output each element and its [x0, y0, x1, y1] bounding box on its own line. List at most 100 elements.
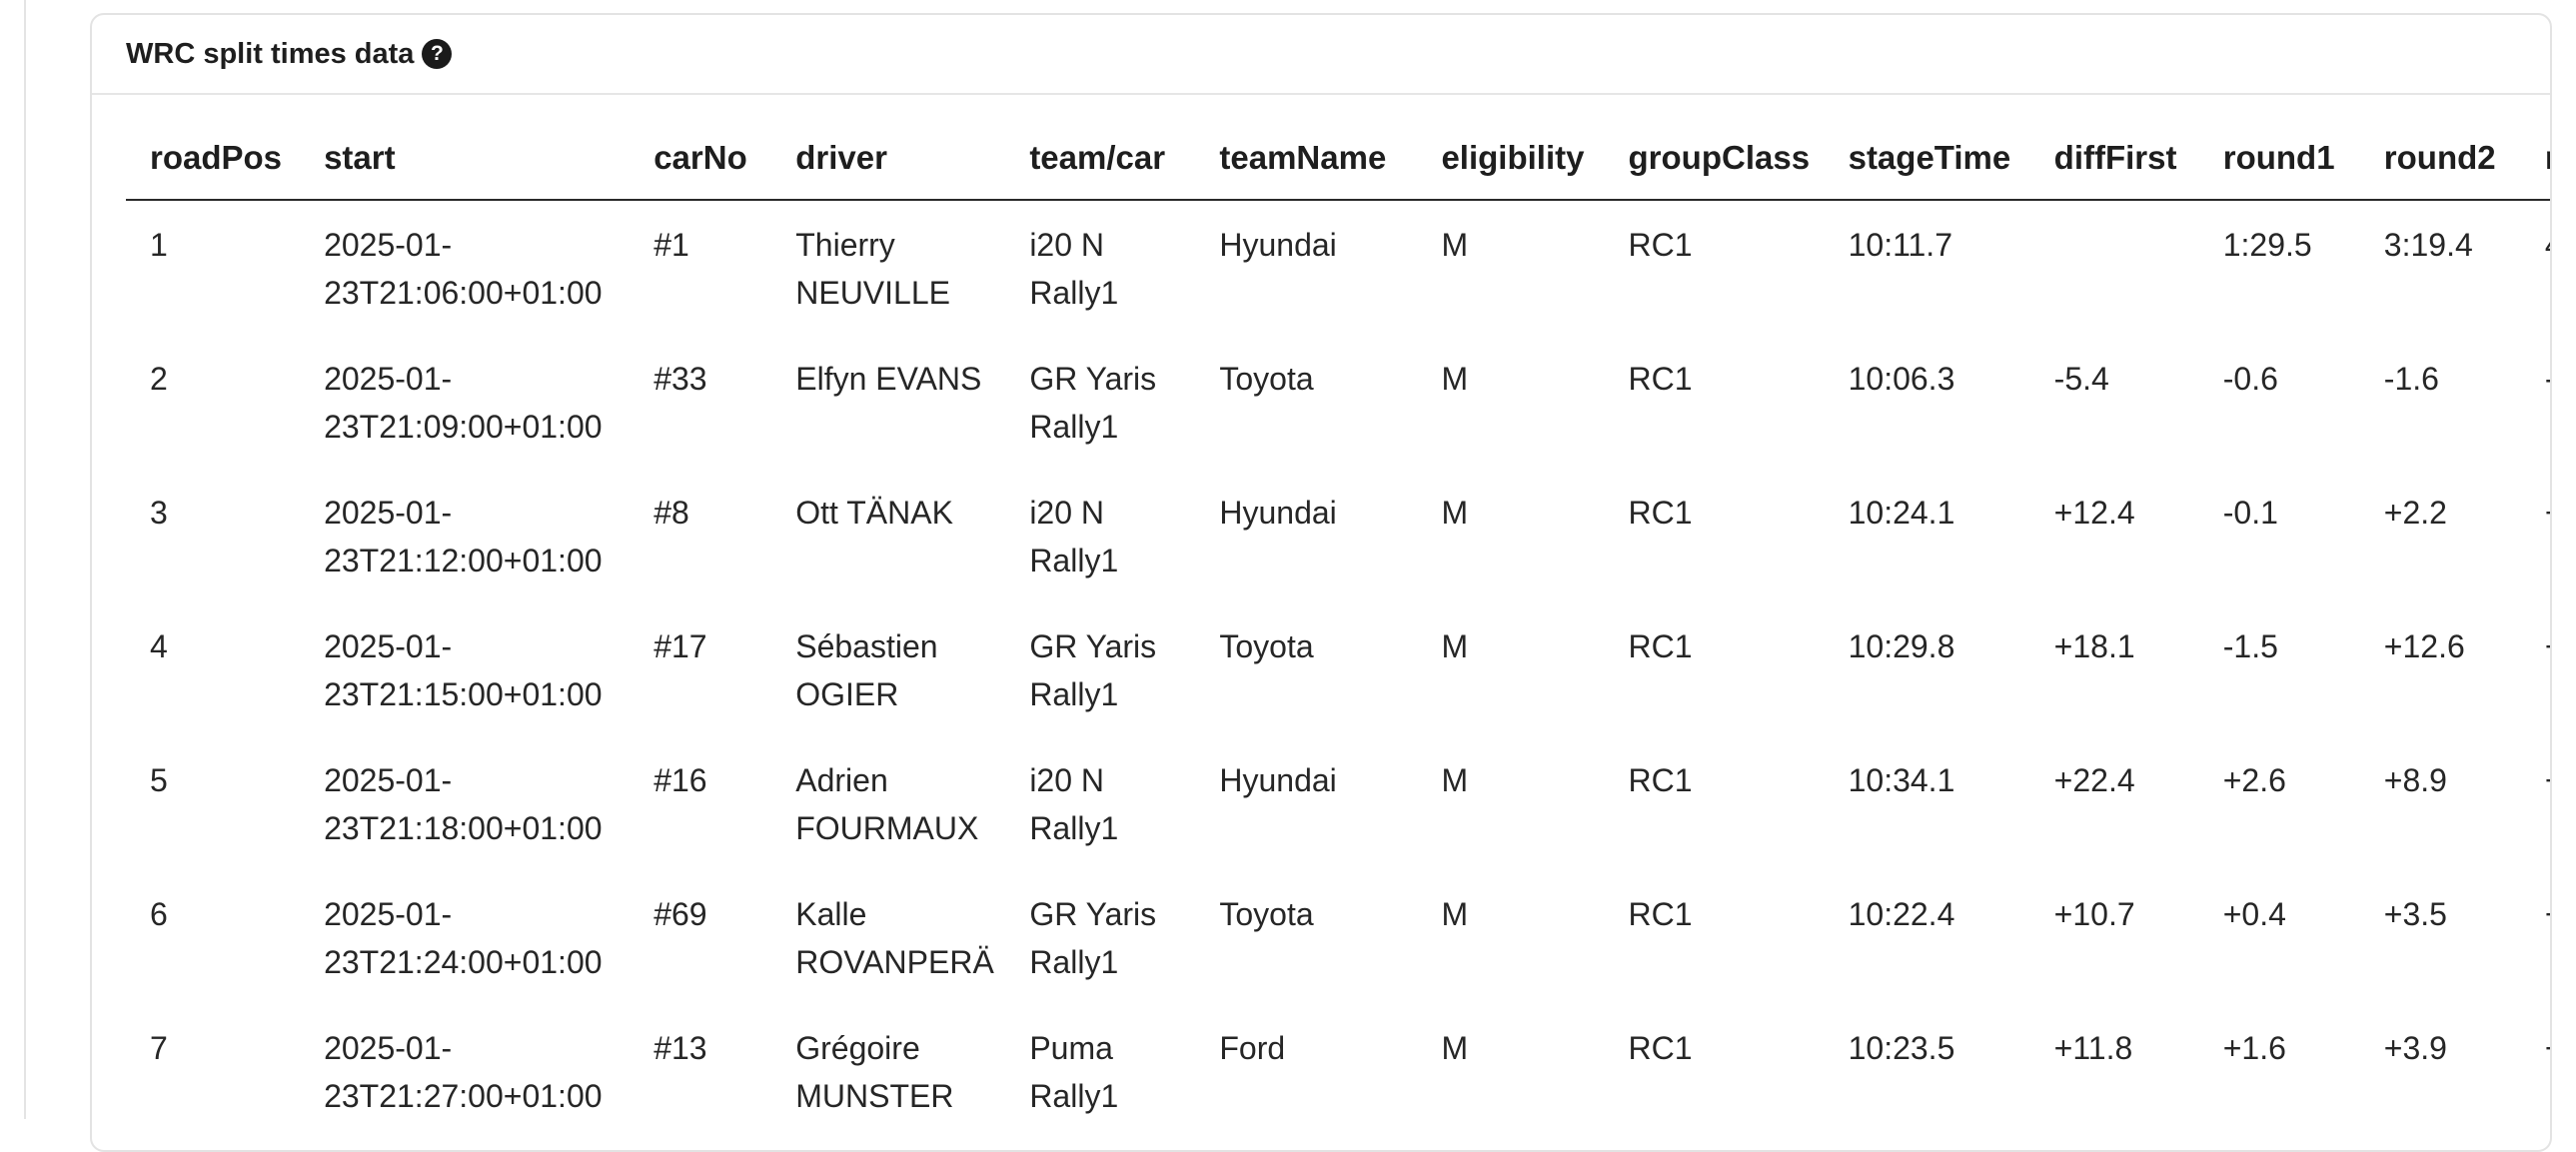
table-row: 3 2025-01- 23T21:12:00+01:00 #8 Ott TÄNAK i20…: [126, 469, 2550, 602]
team-name-cell: Hyundai: [1219, 762, 1337, 798]
eligibility-cell: M: [1441, 896, 1469, 932]
eligibility-cell: M: [1441, 495, 1469, 531]
column-header-round2[interactable]: round2: [2359, 139, 2521, 201]
table-header-row: roadPos start carNo driver team/car teamName e…: [126, 139, 2550, 201]
car-no-cell: #16: [653, 762, 707, 798]
column-header-team-car[interactable]: team/car: [1005, 139, 1196, 201]
table-row: 1 2025-01- 23T21:06:00+01:00 #1 Thierry NEUVI…: [126, 200, 2550, 335]
round3-cell: +: [2521, 469, 2550, 602]
split-times-panel: WRC split times data ?: [90, 13, 2552, 1152]
road-pos-cell: 1: [150, 227, 168, 263]
group-class-cell: RC1: [1628, 628, 1693, 664]
team-car-cell: GR Yaris Rally1: [1005, 335, 1195, 469]
driver-cell-line: Sébastien: [795, 628, 938, 664]
table-row: 7 2025-01- 23T21:27:00+01:00 #13 Grégoire MUN…: [126, 1004, 2550, 1138]
round1-cell: -0.6: [2222, 361, 2278, 397]
diff-first-cell: +22.4: [2053, 762, 2135, 798]
column-header-round3[interactable]: round3: [2520, 139, 2550, 201]
round1-cell: -1.5: [2222, 628, 2278, 664]
column-header-round1[interactable]: round1: [2198, 139, 2360, 201]
driver-cell-line: Elfyn EVANS: [795, 361, 982, 397]
start-cell-line: 2025-01-: [324, 1030, 453, 1066]
column-header-stagetime[interactable]: stageTime: [1824, 139, 2030, 201]
team-car-cell-line: GR Yaris: [1029, 361, 1157, 397]
team-car-cell-line: i20 N: [1029, 227, 1105, 263]
round3-cell: +: [2521, 602, 2550, 736]
column-header-difffirst[interactable]: diffFirst: [2029, 139, 2199, 201]
start-cell-line: 2025-01-: [324, 896, 453, 932]
panel-header: WRC split times data ?: [92, 15, 2550, 95]
column-header-roadpos[interactable]: roadPos: [126, 139, 301, 201]
car-no-cell: #17: [653, 628, 707, 664]
eligibility-cell: M: [1441, 361, 1469, 397]
round2-cell: +2.2: [2383, 495, 2447, 531]
team-car-cell-line: i20 N: [1029, 495, 1105, 531]
car-no-cell: #33: [653, 361, 707, 397]
round1-cell: +1.6: [2222, 1030, 2286, 1066]
start-cell-line: 23T21:06:00+01:00: [324, 275, 603, 311]
page-frame: WRC split times data ?: [24, 0, 2576, 1152]
round3-cell: +: [2521, 1004, 2550, 1138]
eligibility-cell: M: [1441, 628, 1469, 664]
column-header-eligibility[interactable]: eligibility: [1417, 139, 1605, 201]
stage-time-cell: 10:34.1: [1848, 762, 1955, 798]
start-cell: 2025-01- 23T21:09:00+01:00: [300, 335, 630, 469]
driver-cell: Sébastien OGIER: [771, 602, 1005, 736]
table-row: 2 2025-01- 23T21:09:00+01:00 #33 Elfyn EVANS…: [126, 335, 2550, 469]
driver-cell-line: ROVANPERÄ: [795, 944, 994, 980]
team-car-cell-line: i20 N: [1029, 762, 1105, 798]
start-cell: 2025-01- 23T21:18:00+01:00: [300, 736, 630, 870]
eligibility-cell: M: [1441, 227, 1469, 263]
driver-cell: Thierry NEUVILLE: [771, 200, 1005, 335]
start-cell-line: 23T21:24:00+01:00: [324, 944, 603, 980]
column-header-groupclass[interactable]: groupClass: [1604, 139, 1825, 201]
panel-title: WRC split times data: [126, 37, 415, 70]
column-header-start[interactable]: start: [300, 139, 631, 201]
eligibility-cell: M: [1441, 1030, 1469, 1066]
road-pos-cell: 3: [150, 495, 168, 531]
table-scroll-area[interactable]: roadPos start carNo driver team/car teamName e…: [126, 95, 2550, 1150]
team-car-cell-line: GR Yaris: [1029, 896, 1157, 932]
group-class-cell: RC1: [1628, 495, 1693, 531]
team-name-cell: Toyota: [1219, 896, 1314, 932]
diff-first-cell: +10.7: [2053, 896, 2135, 932]
driver-cell-line: Ott TÄNAK: [795, 495, 953, 531]
column-header-driver[interactable]: driver: [771, 139, 1006, 201]
start-cell-line: 23T21:12:00+01:00: [324, 543, 603, 578]
round3-cell: 4: [2521, 200, 2550, 335]
round1-cell: 1:29.5: [2222, 227, 2312, 263]
driver-cell-line: OGIER: [795, 676, 899, 712]
road-pos-cell: 6: [150, 896, 168, 932]
start-cell: 2025-01- 23T21:24:00+01:00: [300, 870, 630, 1004]
diff-first-cell: +12.4: [2053, 495, 2135, 531]
driver-cell: Grégoire MUNSTER: [771, 1004, 1005, 1138]
table-row: 5 2025-01- 23T21:18:00+01:00 #16 Adrien FOURM…: [126, 736, 2550, 870]
car-no-cell: #8: [653, 495, 689, 531]
team-car-cell-line: Rally1: [1029, 543, 1119, 578]
start-cell-line: 2025-01-: [324, 495, 453, 531]
driver-cell-line: Kalle: [795, 896, 867, 932]
round2-cell: +8.9: [2383, 762, 2447, 798]
group-class-cell: RC1: [1628, 762, 1693, 798]
table-row: 6 2025-01- 23T21:24:00+01:00 #69 Kalle ROVANP…: [126, 870, 2550, 1004]
help-icon[interactable]: ?: [422, 39, 453, 69]
driver-cell-line: Thierry: [795, 227, 895, 263]
driver-cell: Kalle ROVANPERÄ: [771, 870, 1005, 1004]
driver-cell-line: FOURMAUX: [795, 810, 979, 846]
column-header-teamname[interactable]: teamName: [1195, 139, 1418, 201]
start-cell-line: 23T21:09:00+01:00: [324, 409, 603, 445]
driver-cell-line: Grégoire: [795, 1030, 920, 1066]
team-name-cell: Ford: [1219, 1030, 1286, 1066]
diff-first-cell: +11.8: [2053, 1030, 2133, 1066]
start-cell-line: 2025-01-: [324, 227, 453, 263]
start-cell-line: 2025-01-: [324, 361, 453, 397]
team-name-cell: Hyundai: [1219, 495, 1337, 531]
stage-time-cell: 10:23.5: [1848, 1030, 1955, 1066]
start-cell: 2025-01- 23T21:12:00+01:00: [300, 469, 630, 602]
diff-first-cell: -5.4: [2053, 361, 2109, 397]
team-car-cell-line: GR Yaris: [1029, 628, 1157, 664]
team-car-cell: GR Yaris Rally1: [1005, 602, 1195, 736]
team-car-cell: i20 N Rally1: [1005, 469, 1195, 602]
round1-cell: +0.4: [2222, 896, 2286, 932]
column-header-carno[interactable]: carNo: [630, 139, 772, 201]
